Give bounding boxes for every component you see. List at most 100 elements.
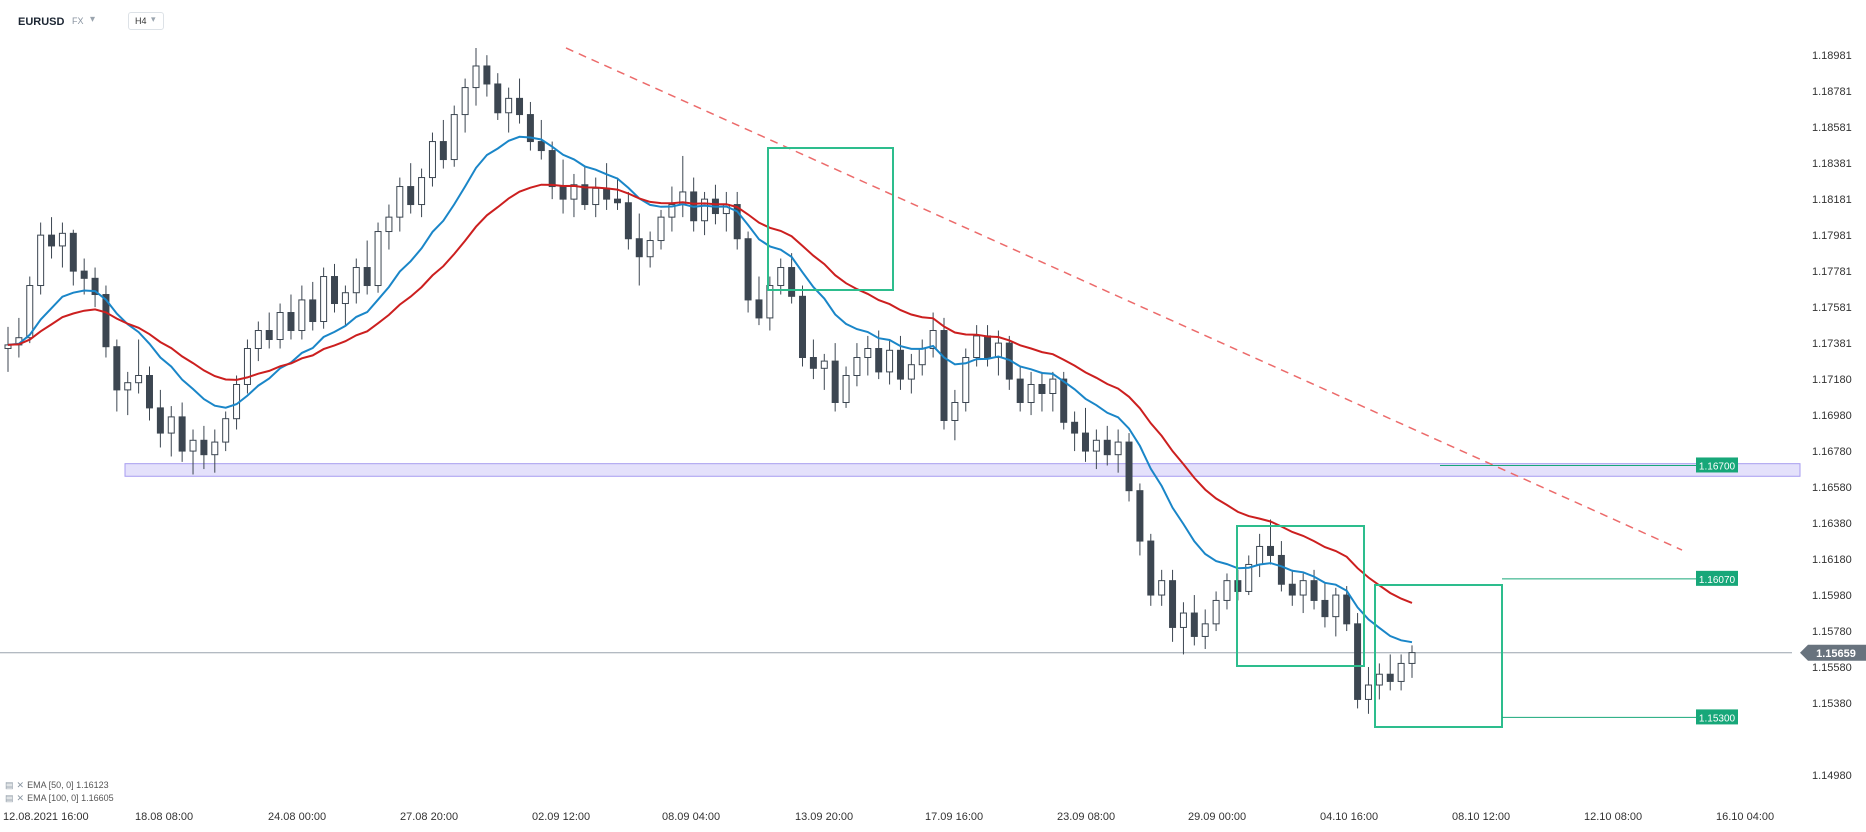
consolidation-box	[1374, 584, 1503, 728]
candle-body	[951, 401, 959, 421]
y-tick-label: 1.18581	[1812, 122, 1852, 134]
candle-body	[1114, 441, 1122, 456]
candle-body	[1364, 684, 1372, 700]
candle-body	[1038, 383, 1046, 394]
candle-body	[548, 150, 556, 188]
x-tick-label: 24.08 00:00	[268, 811, 326, 823]
close-icon[interactable]: ✕	[16, 793, 25, 803]
candle-body	[124, 382, 132, 391]
candle-body	[994, 342, 1002, 359]
candle-body	[962, 357, 970, 403]
candle-body	[799, 295, 807, 359]
candle-body	[516, 97, 524, 116]
candle-body	[1049, 378, 1057, 394]
timeframe-label: H4	[135, 16, 147, 26]
x-tick-label: 02.09 12:00	[532, 811, 590, 823]
close-icon[interactable]: ✕	[16, 780, 25, 790]
symbol-label[interactable]: EURUSD	[18, 16, 65, 28]
candle-body	[26, 285, 34, 339]
candle-body	[853, 357, 861, 376]
legend-ema50[interactable]: ▤ ✕ EMA [50, 0] 1.16123	[5, 780, 109, 791]
x-tick-label: 12.08.2021 16:00	[3, 811, 89, 823]
candle-body	[1408, 652, 1416, 664]
candle-body	[907, 364, 915, 380]
candle-body	[428, 141, 436, 179]
candle-body	[494, 83, 502, 114]
candle-body	[755, 299, 763, 319]
candle-body	[668, 204, 676, 218]
candle-body	[1190, 612, 1198, 637]
candle-body	[222, 418, 230, 443]
candle-body	[809, 357, 817, 369]
candle-body	[352, 267, 360, 294]
y-tick-label: 1.16380	[1812, 518, 1852, 530]
candle-body	[1397, 662, 1405, 682]
candle-body	[341, 292, 349, 305]
candle-body	[1332, 594, 1340, 618]
candle-body	[211, 441, 219, 456]
timeframe-selector[interactable]: H4 ▾	[128, 12, 164, 30]
candle-body	[733, 204, 741, 240]
level-tag	[1696, 709, 1738, 725]
candle-body	[135, 374, 143, 384]
candle-body	[396, 186, 404, 218]
candle-body	[1288, 583, 1296, 596]
candle-body	[788, 267, 796, 297]
candle-body	[1343, 594, 1351, 625]
candle-body	[603, 187, 611, 200]
candle-body	[940, 330, 948, 421]
x-tick-label: 27.08 20:00	[400, 811, 458, 823]
candle-body	[635, 238, 643, 258]
candle-body	[1267, 545, 1275, 556]
level-tag-label: 1.16700	[1699, 461, 1736, 472]
x-tick-label: 12.10 08:00	[1584, 811, 1642, 823]
candle-body	[91, 277, 99, 296]
settings-icon[interactable]: ▤	[5, 780, 14, 790]
legend-label: EMA [50, 0] 1.16123	[27, 780, 109, 790]
candle-body	[505, 97, 513, 114]
current-price-label: 1.15659	[1816, 648, 1856, 660]
chevron-down-icon[interactable]: ▾	[90, 14, 96, 25]
y-tick-label: 1.17981	[1812, 230, 1852, 242]
candle-body	[1158, 580, 1166, 596]
y-tick-label: 1.17781	[1812, 266, 1852, 278]
candle-body	[973, 335, 981, 359]
candle-body	[581, 184, 589, 206]
candle-body	[418, 177, 426, 206]
level-tag-label: 1.15300	[1699, 713, 1736, 724]
candle-body	[37, 234, 45, 287]
candle-body	[472, 65, 480, 89]
candle-body	[1016, 378, 1024, 403]
y-tick-label: 1.14980	[1812, 770, 1852, 782]
candle-body	[439, 141, 447, 161]
consolidation-box	[1236, 525, 1365, 667]
candle-body	[483, 65, 491, 85]
candle-body	[1321, 599, 1329, 618]
candle-body	[842, 374, 850, 403]
x-tick-label: 17.09 16:00	[925, 811, 983, 823]
candle-body	[145, 374, 153, 409]
resistance-trendline	[565, 47, 1683, 551]
candle-body	[461, 87, 469, 116]
candle-body	[820, 360, 828, 369]
candle-body	[167, 416, 175, 434]
candle-body	[58, 232, 66, 247]
candle-body	[80, 270, 88, 279]
candle-body	[254, 330, 262, 350]
candle-body	[1169, 580, 1177, 628]
candle-body	[1223, 580, 1231, 601]
y-tick-label: 1.18981	[1812, 50, 1852, 62]
candle-body	[646, 240, 654, 258]
candle-body	[276, 312, 284, 341]
legend-ema100[interactable]: ▤ ✕ EMA [100, 0] 1.16605	[5, 793, 114, 804]
candle-body	[287, 312, 295, 332]
candle-body	[766, 285, 774, 319]
x-tick-label: 18.08 08:00	[135, 811, 193, 823]
candle-body	[178, 416, 186, 452]
chart-header: EURUSD FX ▾ H4 ▾	[0, 0, 1866, 40]
candle-body	[918, 348, 926, 366]
candle-body	[1125, 441, 1133, 492]
settings-icon[interactable]: ▤	[5, 793, 14, 803]
x-tick-label: 29.09 00:00	[1188, 811, 1246, 823]
